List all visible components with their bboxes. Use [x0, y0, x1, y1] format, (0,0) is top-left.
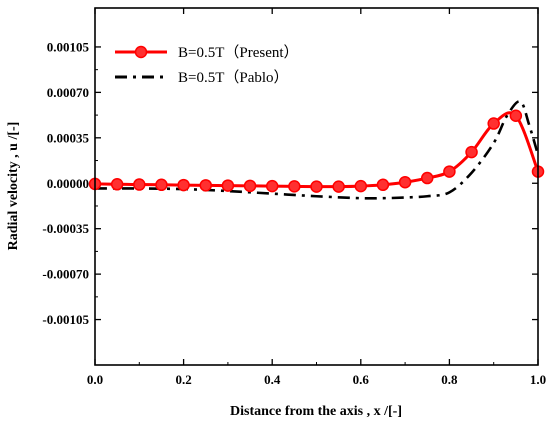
series-marker-present — [265, 179, 279, 193]
series-marker-present — [243, 179, 257, 193]
y-tick-label: 0.00000 — [47, 176, 89, 191]
legend-label-present: B=0.5T（Present） — [178, 44, 299, 61]
x-tick-label: 0.8 — [441, 372, 458, 387]
x-tick-label: 0.2 — [175, 372, 191, 387]
y-axis-title: Radial velocity , u /[-] — [6, 122, 21, 251]
series-marker-present — [443, 165, 456, 178]
y-tick-label: -0.00105 — [42, 312, 89, 327]
series-marker-present — [332, 180, 345, 193]
series-marker-present — [421, 171, 434, 185]
plot-frame — [94, 7, 539, 366]
legend: B=0.5T（Present） B=0.5T（Pablo） — [115, 44, 299, 86]
series-marker-present — [487, 117, 500, 130]
plot-series — [88, 100, 545, 200]
x-tick-label: 0.0 — [87, 372, 103, 387]
y-tick-label: 0.00105 — [47, 39, 90, 54]
legend-label-pablo: B=0.5T（Pablo） — [178, 69, 289, 86]
series-marker-present — [221, 179, 235, 192]
series-marker-present — [465, 145, 478, 159]
series-line-pablo — [94, 100, 540, 200]
x-axis-title: Distance from the axis , x /[-] — [230, 404, 402, 419]
series-marker-present — [310, 180, 323, 193]
series-marker-present — [509, 109, 523, 122]
y-tick-label: -0.00035 — [42, 221, 89, 236]
x-tick-label: 0.4 — [264, 372, 281, 387]
series-marker-present — [155, 178, 168, 192]
y-tick-label: 0.00035 — [47, 130, 90, 145]
y-tick-label: 0.00070 — [47, 85, 89, 100]
series-marker-present — [133, 178, 146, 191]
x-tick-label: 0.6 — [353, 372, 370, 387]
series-marker-present — [177, 178, 190, 192]
x-tick-label: 1.0 — [530, 372, 546, 387]
series-marker-present — [110, 178, 124, 191]
y-tick-label: -0.00070 — [42, 267, 89, 282]
series-marker-present — [354, 179, 368, 193]
tick-labels: 0.0 0.2 0.4 0.6 0.8 1.0 0.00105 0.00070 0.00035 0… — [42, 39, 546, 387]
series-marker-present — [376, 178, 390, 192]
series-marker-present — [398, 175, 412, 189]
series-marker-present — [288, 180, 301, 193]
series-marker-present — [199, 179, 212, 192]
legend-marker-present — [134, 45, 148, 59]
